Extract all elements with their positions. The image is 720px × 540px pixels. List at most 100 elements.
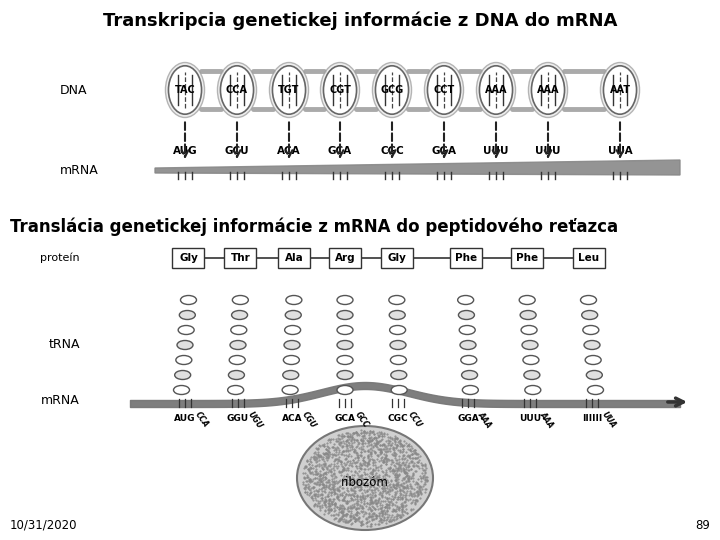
Ellipse shape bbox=[297, 426, 433, 530]
Ellipse shape bbox=[337, 355, 353, 364]
Ellipse shape bbox=[177, 341, 193, 349]
Text: Leu: Leu bbox=[578, 253, 599, 263]
Ellipse shape bbox=[390, 341, 406, 349]
Ellipse shape bbox=[461, 355, 477, 364]
Text: GCG: GCG bbox=[380, 85, 404, 95]
Ellipse shape bbox=[522, 341, 538, 349]
Text: CGC: CGC bbox=[387, 414, 408, 423]
Text: Thr: Thr bbox=[230, 253, 251, 263]
Text: AAA: AAA bbox=[536, 85, 559, 95]
Text: 10/31/2020: 10/31/2020 bbox=[10, 519, 78, 532]
Text: AUG: AUG bbox=[173, 146, 197, 156]
Ellipse shape bbox=[458, 295, 474, 305]
Ellipse shape bbox=[528, 63, 567, 118]
Text: Phe: Phe bbox=[516, 253, 539, 263]
Ellipse shape bbox=[230, 341, 246, 349]
Text: CCU: CCU bbox=[406, 410, 423, 429]
Text: 89: 89 bbox=[695, 519, 710, 532]
FancyBboxPatch shape bbox=[278, 248, 310, 268]
Ellipse shape bbox=[217, 63, 256, 118]
Text: AAT: AAT bbox=[610, 85, 631, 95]
Ellipse shape bbox=[220, 66, 253, 114]
Ellipse shape bbox=[391, 386, 408, 395]
Ellipse shape bbox=[480, 66, 513, 114]
Text: tRNA: tRNA bbox=[48, 339, 80, 352]
Ellipse shape bbox=[176, 355, 192, 364]
Text: Ala: Ala bbox=[284, 253, 303, 263]
Text: proteín: proteín bbox=[40, 253, 80, 263]
Ellipse shape bbox=[459, 326, 475, 334]
Ellipse shape bbox=[584, 341, 600, 349]
Ellipse shape bbox=[166, 63, 204, 118]
Ellipse shape bbox=[272, 66, 305, 114]
Text: GCC: GCC bbox=[353, 410, 370, 429]
Text: ACA: ACA bbox=[277, 146, 301, 156]
Text: IIIIII: IIIIII bbox=[582, 414, 602, 423]
Text: UUA: UUA bbox=[608, 146, 632, 156]
Ellipse shape bbox=[284, 341, 300, 349]
Text: UGU: UGU bbox=[246, 410, 264, 430]
Ellipse shape bbox=[582, 326, 599, 334]
Ellipse shape bbox=[285, 310, 301, 320]
Text: mRNA: mRNA bbox=[41, 394, 80, 407]
Ellipse shape bbox=[372, 63, 412, 118]
Text: AAA: AAA bbox=[485, 85, 508, 95]
Ellipse shape bbox=[232, 310, 248, 320]
Ellipse shape bbox=[580, 295, 596, 305]
FancyBboxPatch shape bbox=[450, 248, 482, 268]
Ellipse shape bbox=[233, 295, 248, 305]
Ellipse shape bbox=[531, 66, 564, 114]
Ellipse shape bbox=[337, 370, 353, 380]
Text: Phe: Phe bbox=[454, 253, 477, 263]
Ellipse shape bbox=[231, 326, 247, 334]
Ellipse shape bbox=[460, 341, 476, 349]
FancyBboxPatch shape bbox=[173, 248, 204, 268]
Ellipse shape bbox=[523, 355, 539, 364]
Ellipse shape bbox=[174, 386, 189, 395]
Text: Gly: Gly bbox=[387, 253, 406, 263]
Text: CCT: CCT bbox=[433, 85, 454, 95]
Text: CCA: CCA bbox=[226, 85, 248, 95]
Ellipse shape bbox=[175, 370, 191, 380]
Text: GGA: GGA bbox=[457, 414, 479, 423]
Text: Arg: Arg bbox=[335, 253, 355, 263]
Ellipse shape bbox=[524, 370, 540, 380]
Text: CGT: CGT bbox=[329, 85, 351, 95]
FancyBboxPatch shape bbox=[511, 248, 543, 268]
Text: CGC: CGC bbox=[380, 146, 404, 156]
Text: AAA: AAA bbox=[476, 410, 493, 430]
Ellipse shape bbox=[179, 310, 195, 320]
Ellipse shape bbox=[282, 386, 298, 395]
Text: mRNA: mRNA bbox=[60, 164, 99, 177]
Text: UUU: UUU bbox=[519, 414, 541, 423]
Ellipse shape bbox=[391, 370, 407, 380]
Text: ribozóm: ribozóm bbox=[341, 476, 389, 489]
Ellipse shape bbox=[588, 386, 603, 395]
Text: TAC: TAC bbox=[175, 85, 195, 95]
Ellipse shape bbox=[181, 295, 197, 305]
Text: UUU: UUU bbox=[483, 146, 509, 156]
Text: ACA: ACA bbox=[282, 414, 302, 423]
Ellipse shape bbox=[585, 355, 601, 364]
Ellipse shape bbox=[269, 63, 309, 118]
FancyBboxPatch shape bbox=[225, 248, 256, 268]
Ellipse shape bbox=[389, 295, 405, 305]
Text: GGA: GGA bbox=[431, 146, 456, 156]
Text: UUU: UUU bbox=[535, 146, 561, 156]
Ellipse shape bbox=[477, 63, 516, 118]
Text: CGU: CGU bbox=[300, 410, 318, 430]
Ellipse shape bbox=[520, 310, 536, 320]
Text: GCA: GCA bbox=[335, 414, 356, 423]
Ellipse shape bbox=[168, 66, 202, 114]
Text: GCU: GCU bbox=[225, 146, 249, 156]
Ellipse shape bbox=[178, 326, 194, 334]
Ellipse shape bbox=[337, 295, 353, 305]
FancyBboxPatch shape bbox=[381, 248, 413, 268]
Polygon shape bbox=[155, 160, 680, 175]
Ellipse shape bbox=[521, 326, 537, 334]
Ellipse shape bbox=[525, 386, 541, 395]
Text: UUA: UUA bbox=[600, 410, 618, 430]
Ellipse shape bbox=[337, 341, 353, 349]
Ellipse shape bbox=[337, 386, 353, 395]
Ellipse shape bbox=[582, 310, 598, 320]
